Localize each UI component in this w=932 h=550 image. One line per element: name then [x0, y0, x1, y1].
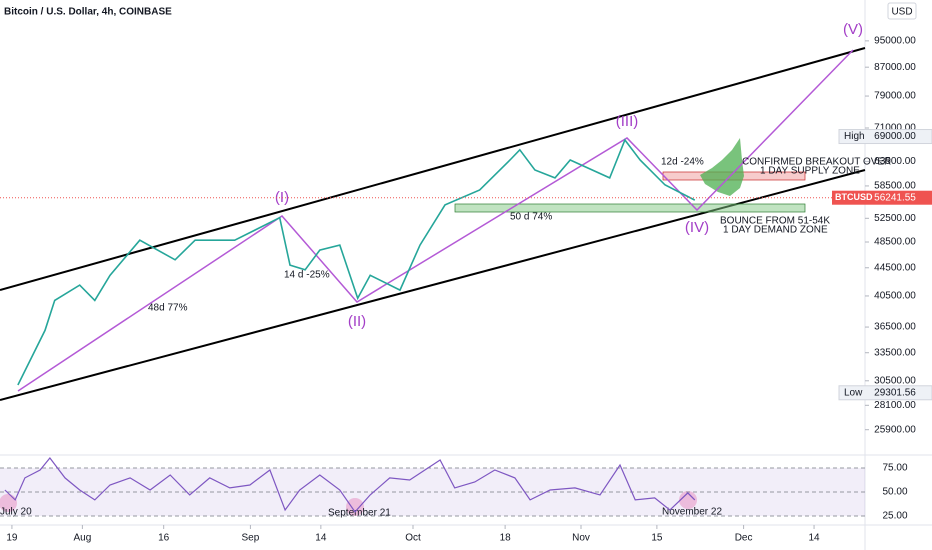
x-tick-label: 18 — [500, 533, 512, 544]
annotation: 1 DAY DEMAND ZONE — [723, 225, 828, 236]
y-tick-label: 58500.00 — [874, 181, 916, 192]
x-tick-label: 15 — [651, 533, 663, 544]
wave-label: (V) — [843, 21, 863, 38]
x-tick-label: 14 — [315, 533, 327, 544]
y-tick-label: 36500.00 — [874, 322, 916, 333]
annotation: 12d -24% — [661, 157, 704, 168]
y-tick-label: 28100.00 — [874, 400, 916, 411]
rsi-tick-label: 50.00 — [882, 487, 907, 498]
x-tick-label: Sep — [241, 533, 259, 544]
y-tick-label: 30500.00 — [874, 375, 916, 386]
divergence-label: November 22 — [662, 507, 722, 518]
divergence-marker — [679, 491, 697, 509]
y-tick-label: 44500.00 — [874, 262, 916, 273]
currency-label[interactable]: USD — [891, 7, 912, 18]
annotation: 14 d -25% — [284, 270, 330, 281]
x-tick-label: Oct — [405, 533, 421, 544]
low-tag — [838, 385, 932, 401]
annotation: 50 d 74% — [510, 212, 552, 223]
annotation: BOUNCE FROM 51-54K — [720, 216, 830, 227]
price-line — [17, 138, 696, 386]
y-tick-label: 25900.00 — [874, 424, 916, 435]
y-tick-label: 71000.00 — [874, 123, 916, 134]
high-name: High — [844, 131, 865, 142]
x-tick-label: 14 — [808, 533, 820, 544]
x-tick-label: Nov — [572, 533, 590, 544]
divergence-label: July 20 — [0, 507, 32, 518]
y-tick-label: 79000.00 — [874, 91, 916, 102]
demand-zone — [454, 203, 806, 213]
x-tick-label: Aug — [73, 533, 91, 544]
x-tick-label: Dec — [735, 533, 753, 544]
rsi-tick-label: 75.00 — [882, 463, 907, 474]
channel-upper — [0, 47, 866, 291]
high-label: 69000.00 — [874, 131, 916, 142]
x-tick-label: 16 — [158, 533, 170, 544]
y-tick-label: 52500.00 — [874, 213, 916, 224]
low-name: Low — [844, 387, 863, 398]
wave-path — [17, 49, 854, 392]
high-tag — [838, 129, 932, 145]
price-layer — [17, 138, 696, 386]
y-tick-label: 87000.00 — [874, 62, 916, 73]
rsi-line — [4, 457, 696, 513]
y-tick-label: 95000.00 — [874, 36, 916, 47]
wave-label: (IV) — [685, 219, 709, 236]
annotation: 48d 77% — [148, 303, 188, 314]
currency-button[interactable] — [887, 2, 917, 20]
x-tick-label: 19 — [6, 533, 18, 544]
divergence-label: September 21 — [328, 508, 391, 519]
y-tick-label: 40500.00 — [874, 291, 916, 302]
rsi-band — [0, 468, 865, 516]
annotation: 1 DAY SUPPLY ZONE — [760, 166, 860, 177]
low-label: 29301.56 — [874, 387, 916, 398]
y-tick-label: 48500.00 — [874, 237, 916, 248]
last-price-tag — [832, 190, 932, 205]
wave-label: (II) — [348, 313, 366, 330]
rsi-tick-label: 25.00 — [882, 511, 907, 522]
series-name: BTCUSD — [835, 192, 873, 202]
y-tick-label: 63500.00 — [874, 156, 916, 167]
last-price-label: 56241.55 — [874, 192, 916, 203]
volume-profile — [700, 138, 744, 196]
divergence-marker — [346, 498, 364, 516]
chart-title: Bitcoin / U.S. Dollar, 4h, COINBASE — [4, 7, 172, 18]
annotation: CONFIRMED BREAKOUT OVER — [742, 157, 891, 168]
y-tick-label: 33500.00 — [874, 347, 916, 358]
divergence-marker — [0, 494, 17, 512]
wave-label: (III) — [616, 113, 639, 130]
